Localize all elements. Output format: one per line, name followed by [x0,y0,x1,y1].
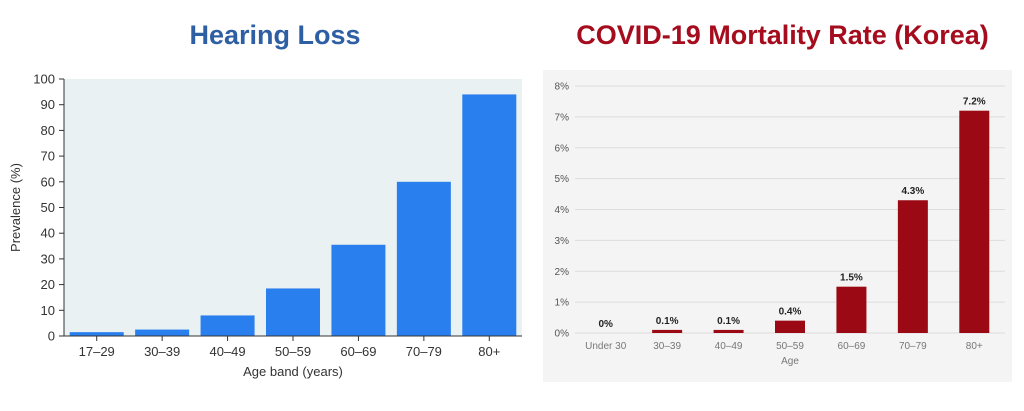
y-tick-label: 2% [555,267,570,278]
bar [266,288,320,336]
data-label: 0.1% [656,316,679,327]
y-tick-label: 5% [555,174,570,185]
x-tick-label: 70–79 [406,344,442,359]
x-tick-label: 40–49 [715,341,743,352]
y-tick-label: 6% [555,143,570,154]
y-tick-label: 4% [555,205,570,216]
y-tick-label: 80 [41,123,55,138]
y-tick-label: 50 [41,200,55,215]
x-tick-label: 30–39 [144,344,180,359]
bar [897,200,928,333]
x-tick-label: 50–59 [275,344,311,359]
x-tick-label: 30–39 [653,341,681,352]
x-tick-label: 70–79 [899,341,927,352]
bar [69,332,124,336]
y-tick-label: 60 [41,174,55,189]
bar [959,110,990,333]
data-label: 0.1% [717,316,740,327]
hearing-loss-chart: 0 10 20 30 40 50 60 70 80 90 100 17–29 30–39 40–49 50–… [8,72,522,379]
x-tick-label: 40–49 [209,344,245,359]
x-tick-label: Under 30 [585,341,627,352]
y-tick-label: 30 [41,251,55,266]
y-axis-title: Prevalence (%) [8,163,23,252]
x-tick-label: 80+ [478,344,500,359]
bar [713,329,744,333]
x-tick-label: 17–29 [79,344,115,359]
covid-mortality-title: COVID-19 Mortality Rate (Korea) [576,20,989,50]
x-tick-label: 50–59 [776,341,804,352]
bar [200,315,255,336]
x-axis-title: Age band (years) [243,364,343,379]
data-label: 0.4% [779,307,802,318]
bar [331,244,386,336]
y-tick-label: 8% [555,82,570,93]
bar [462,94,517,336]
y-tick-label: 3% [555,236,570,247]
bar [836,286,867,333]
x-tick-label: 80+ [966,341,983,352]
bar [396,181,451,336]
data-label: 4.3% [901,186,924,197]
y-tick-label: 100 [33,72,55,87]
y-tick-label: 0% [555,329,570,340]
x-axis-title: Age [781,356,799,367]
bar [652,329,683,333]
y-tick-label: 10 [41,303,55,318]
y-tick-label: 20 [41,277,55,292]
x-tick-label: 60–69 [838,341,866,352]
data-label: 1.5% [840,273,863,284]
y-tick-label: 0 [48,329,55,344]
hearing-loss-title: Hearing Loss [189,20,361,50]
y-tick-label: 40 [41,226,55,241]
data-label: 0% [598,319,613,330]
y-tick-label: 70 [41,149,55,164]
y-tick-label: 90 [41,97,55,112]
bar [775,320,805,333]
x-tick-label: 60–69 [340,344,376,359]
y-tick-label: 7% [555,112,570,123]
data-label: 7.2% [963,97,986,108]
bar [135,329,190,336]
y-tick-label: 1% [555,298,570,309]
